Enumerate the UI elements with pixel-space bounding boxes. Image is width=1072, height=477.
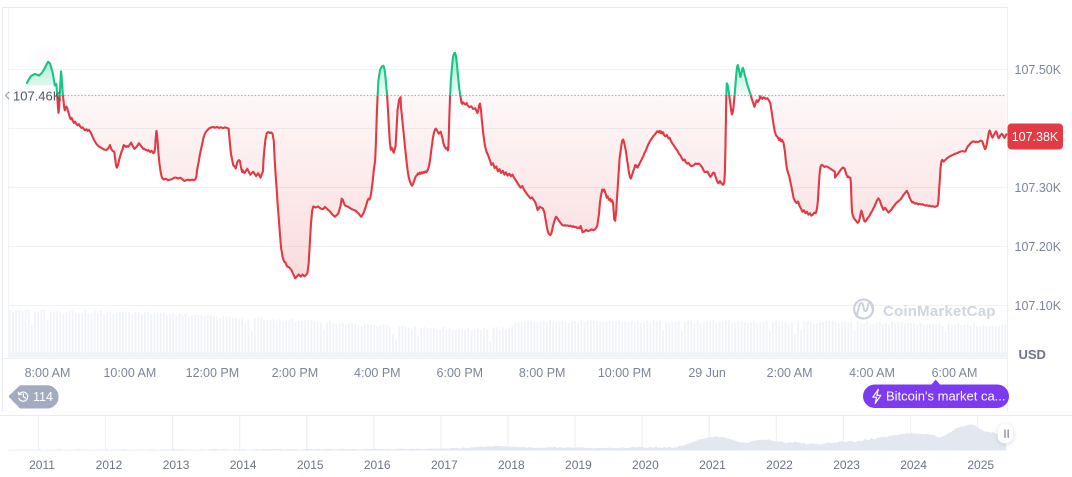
svg-text:Bitcoin's market ca...: Bitcoin's market ca... <box>886 389 1006 404</box>
svg-text:10:00 PM: 10:00 PM <box>598 366 652 380</box>
svg-text:2023: 2023 <box>833 458 860 472</box>
svg-text:6:00 PM: 6:00 PM <box>437 366 484 380</box>
svg-text:2016: 2016 <box>364 458 391 472</box>
svg-text:2:00 AM: 2:00 AM <box>767 366 813 380</box>
svg-text:2012: 2012 <box>96 458 123 472</box>
svg-text:12:00 PM: 12:00 PM <box>186 366 240 380</box>
svg-text:10:00 AM: 10:00 AM <box>103 366 156 380</box>
svg-text:107.30K: 107.30K <box>1015 181 1062 195</box>
svg-text:4:00 AM: 4:00 AM <box>849 366 895 380</box>
svg-text:107.20K: 107.20K <box>1015 240 1062 254</box>
svg-text:2025: 2025 <box>967 458 994 472</box>
svg-text:2015: 2015 <box>297 458 324 472</box>
svg-text:6:00 AM: 6:00 AM <box>932 366 978 380</box>
svg-text:2020: 2020 <box>632 458 659 472</box>
svg-text:4:00 PM: 4:00 PM <box>354 366 401 380</box>
svg-text:114: 114 <box>33 390 53 404</box>
svg-text:8:00 AM: 8:00 AM <box>25 366 71 380</box>
svg-text:107.10K: 107.10K <box>1015 299 1062 313</box>
svg-text:2017: 2017 <box>431 458 458 472</box>
svg-text:2018: 2018 <box>498 458 525 472</box>
svg-text:2:00 PM: 2:00 PM <box>272 366 319 380</box>
svg-text:2022: 2022 <box>766 458 793 472</box>
svg-text:107.46K: 107.46K <box>13 89 62 104</box>
svg-text:29 Jun: 29 Jun <box>688 366 726 380</box>
svg-text:107.50K: 107.50K <box>1015 63 1062 77</box>
svg-text:2021: 2021 <box>699 458 726 472</box>
svg-text:2014: 2014 <box>230 458 257 472</box>
svg-text:2024: 2024 <box>900 458 927 472</box>
svg-text:CoinMarketCap: CoinMarketCap <box>883 303 996 320</box>
svg-text:2019: 2019 <box>565 458 592 472</box>
svg-text:USD: USD <box>1019 347 1046 362</box>
svg-text:2013: 2013 <box>163 458 190 472</box>
svg-text:8:00 PM: 8:00 PM <box>519 366 566 380</box>
svg-text:2011: 2011 <box>29 458 55 472</box>
svg-text:107.38K: 107.38K <box>1012 130 1059 144</box>
